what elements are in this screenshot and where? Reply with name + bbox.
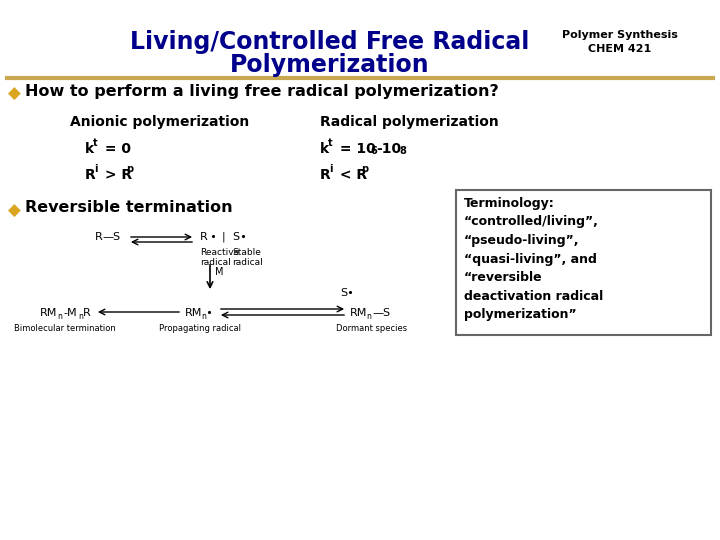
Text: Stable: Stable [232, 248, 261, 257]
Text: R: R [85, 168, 96, 182]
Text: k: k [85, 142, 94, 156]
Text: —: — [372, 308, 383, 318]
Text: Bimolecular termination: Bimolecular termination [14, 324, 116, 333]
Text: p: p [126, 164, 133, 174]
Text: 8: 8 [399, 146, 406, 156]
Text: Reversible termination: Reversible termination [25, 200, 233, 215]
Text: Propagating radical: Propagating radical [159, 324, 241, 333]
Text: p: p [361, 164, 368, 174]
Text: How to perform a living free radical polymerization?: How to perform a living free radical pol… [25, 84, 499, 99]
Text: Dormant species: Dormant species [336, 324, 408, 333]
Text: R: R [320, 168, 330, 182]
Text: t: t [328, 138, 333, 148]
Text: = 10: = 10 [335, 142, 376, 156]
Text: ◆: ◆ [8, 202, 21, 220]
Text: Polymer Synthesis: Polymer Synthesis [562, 30, 678, 40]
Text: -10: -10 [376, 142, 401, 156]
Text: S: S [382, 308, 389, 318]
Text: R: R [95, 232, 103, 242]
Text: —: — [102, 232, 113, 242]
Text: 6: 6 [370, 146, 377, 156]
Text: RM: RM [350, 308, 367, 318]
Text: k: k [320, 142, 329, 156]
Text: i: i [94, 164, 97, 174]
Text: radical: radical [232, 258, 263, 267]
Text: S: S [232, 232, 239, 242]
Text: Reactive: Reactive [200, 248, 239, 257]
Text: ◆: ◆ [8, 85, 21, 103]
Text: RM: RM [185, 308, 202, 318]
Text: > R: > R [100, 168, 132, 182]
Text: CHEM 421: CHEM 421 [588, 44, 652, 54]
Text: n: n [201, 312, 206, 321]
Text: Living/Controlled Free Radical: Living/Controlled Free Radical [130, 30, 530, 54]
Text: Anionic polymerization: Anionic polymerization [70, 115, 249, 129]
Text: n: n [78, 312, 83, 321]
Text: M: M [215, 267, 223, 277]
Text: Polymerization: Polymerization [230, 53, 430, 77]
Text: i: i [329, 164, 333, 174]
Text: |: | [222, 232, 225, 242]
Text: S: S [112, 232, 119, 242]
Text: R: R [200, 232, 208, 242]
Text: S: S [340, 288, 347, 298]
Text: n: n [366, 312, 371, 321]
Text: n: n [57, 312, 62, 321]
Bar [456, 190, 711, 335]
Text: radical: radical [200, 258, 230, 267]
Text: -M: -M [63, 308, 76, 318]
Text: Radical polymerization: Radical polymerization [320, 115, 499, 129]
Text: t: t [93, 138, 98, 148]
Text: < R: < R [335, 168, 367, 182]
Text: Terminology:
“controlled/living”,
“pseudo-living”,
“quasi-living”, and
“reversib: Terminology: “controlled/living”, “pseud… [464, 197, 603, 321]
Text: RM: RM [40, 308, 58, 318]
Text: R: R [83, 308, 91, 318]
Text: = 0: = 0 [100, 142, 131, 156]
